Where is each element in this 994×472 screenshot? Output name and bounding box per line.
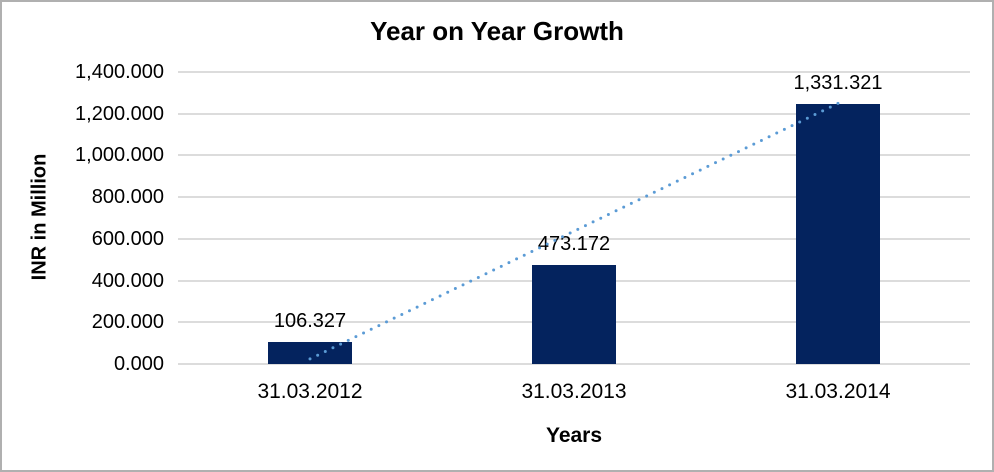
- bar-slot: 473.172: [442, 72, 706, 364]
- bar-slot: 1,331.321: [706, 72, 970, 364]
- baseline-gridline: [178, 363, 970, 365]
- bar: [796, 104, 880, 364]
- y-axis-tick-label: 600.000: [91, 228, 164, 250]
- bar: [268, 341, 352, 364]
- bar: [532, 265, 616, 364]
- x-axis-tick-label: 31.03.2012: [257, 380, 363, 403]
- y-axis-tick-label: 1,200.000: [75, 103, 164, 125]
- x-axis-tick-label: 31.03.2014: [785, 380, 891, 403]
- x-axis-tick-labels: 31.03.2012 31.03.2013 31.03.2014: [178, 380, 970, 404]
- gridline: [178, 71, 970, 73]
- y-axis-tick-label: 0.000: [113, 353, 164, 375]
- x-axis-tick-label: 31.03.2013: [521, 380, 627, 403]
- y-axis-tick-label: 1,400.000: [75, 61, 164, 83]
- chart-title: Year on Year Growth: [370, 16, 624, 46]
- y-axis-tick-label: 200.000: [91, 311, 164, 333]
- y-axis-tick-label: 800.000: [91, 186, 164, 208]
- bar-series: 106.327 473.172 1,331.321: [178, 72, 970, 364]
- y-axis-tick-label: 400.000: [91, 270, 164, 292]
- data-label: 106.327: [273, 309, 347, 332]
- data-label: 1,331.321: [793, 72, 883, 94]
- y-axis-tick-labels: 1,400.000 1,200.000 1,000.000 800.000 60…: [2, 2, 164, 470]
- bar-slot: 106.327: [178, 72, 442, 364]
- plot-area: 106.327 473.172 1,331.321: [178, 71, 970, 365]
- data-label: 473.172: [537, 233, 611, 256]
- y-axis-tick-label: 1,000.000: [75, 144, 164, 166]
- x-axis-title: Years: [545, 424, 603, 447]
